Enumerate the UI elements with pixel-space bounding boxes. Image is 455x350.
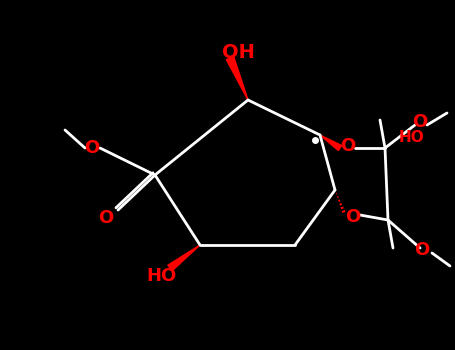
- Text: HO: HO: [147, 267, 177, 285]
- Polygon shape: [320, 135, 342, 150]
- Text: O: O: [345, 208, 361, 226]
- Text: O: O: [412, 113, 428, 131]
- Text: HO: HO: [399, 130, 425, 145]
- Text: O: O: [340, 137, 356, 155]
- Polygon shape: [168, 245, 200, 271]
- Text: OH: OH: [222, 43, 254, 63]
- Text: O: O: [415, 241, 430, 259]
- Polygon shape: [226, 56, 248, 100]
- Text: O: O: [84, 139, 100, 157]
- Text: O: O: [98, 209, 114, 227]
